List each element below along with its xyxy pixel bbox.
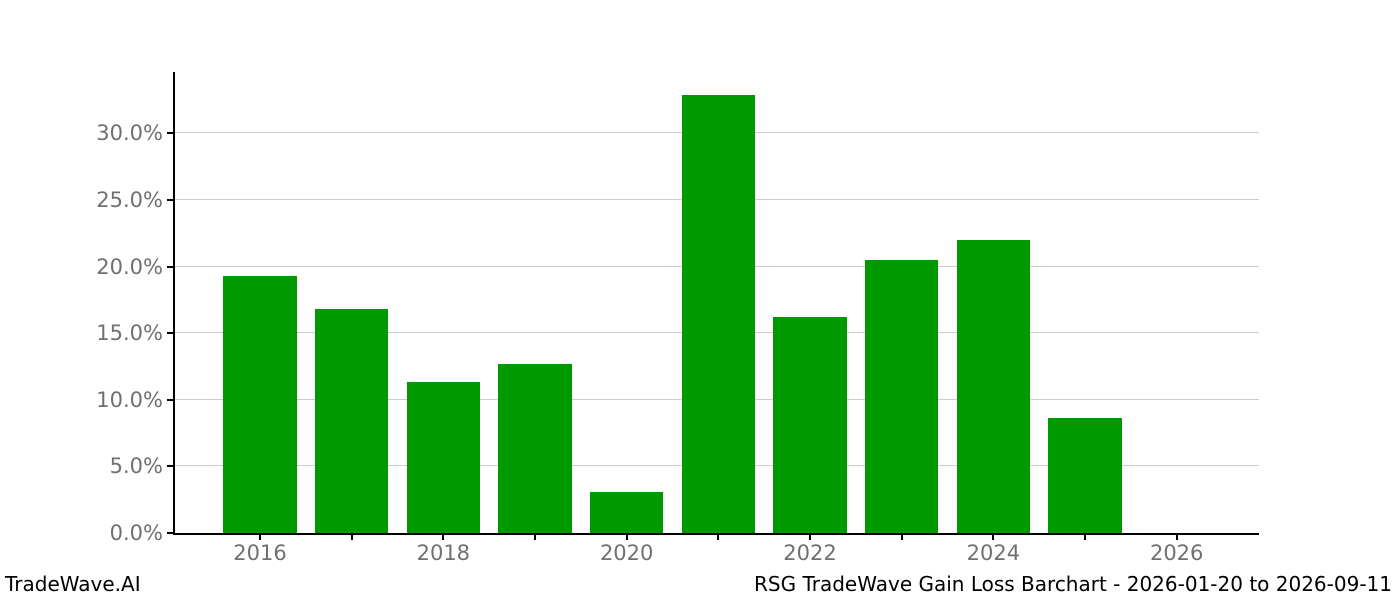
y-axis-tick [167,532,173,534]
y-axis-tick [167,465,173,468]
bar-2021 [681,94,755,533]
y-tick-label-25.0%: 25.0% [96,187,163,212]
bar-2016 [223,275,297,533]
y-axis-tick [167,332,173,335]
x-tick-label-2024: 2024 [966,541,1021,565]
y-tick-label-15.0%: 15.0% [96,321,163,346]
bar-2024 [956,239,1030,533]
x-axis-tick-2022 [809,535,812,540]
bar-2023 [865,259,939,533]
x-axis-tick-2016 [259,535,261,540]
branding-text: TradeWave.AI [5,572,141,596]
x-axis-tick-2017 [350,535,353,540]
bar-2017 [315,309,389,533]
x-axis-tick-2018 [442,535,445,540]
x-tick-label-2020: 2020 [599,541,654,565]
x-axis-tick-2023 [900,535,903,540]
x-axis-tick-2025 [1084,535,1087,540]
x-axis-tick-2020 [625,535,628,540]
chart-title: RSG TradeWave Gain Loss Barchart - 2026-… [754,572,1392,596]
y-tick-label-20.0%: 20.0% [96,254,163,279]
x-tick-label-2016: 2016 [233,541,287,565]
y-axis-tick [167,265,173,268]
y-axis-tick [167,198,173,201]
y-tick-label-10.0%: 10.0% [96,387,163,412]
bar-2018 [406,382,480,533]
y-tick-label-30.0%: 30.0% [96,121,163,146]
bar-2019 [498,363,572,533]
y-tick-label-5.0%: 5.0% [109,454,163,479]
x-axis-tick-2024 [992,535,995,540]
bar-2020 [590,491,664,533]
x-axis-tick-2019 [534,535,536,540]
bar-2025 [1048,418,1122,533]
y-tick-label-0.0%: 0.0% [109,521,163,545]
x-tick-label-2022: 2022 [783,541,837,565]
plot-area [167,72,1259,540]
x-tick-label-2026: 2026 [1149,541,1204,565]
x-axis-tick-2021 [717,535,720,540]
x-tick-label-2018: 2018 [416,541,471,565]
y-axis-tick [167,132,173,135]
x-axis-tick-2026 [1175,535,1178,540]
bar-2022 [773,317,847,533]
y-axis-tick [167,398,173,401]
